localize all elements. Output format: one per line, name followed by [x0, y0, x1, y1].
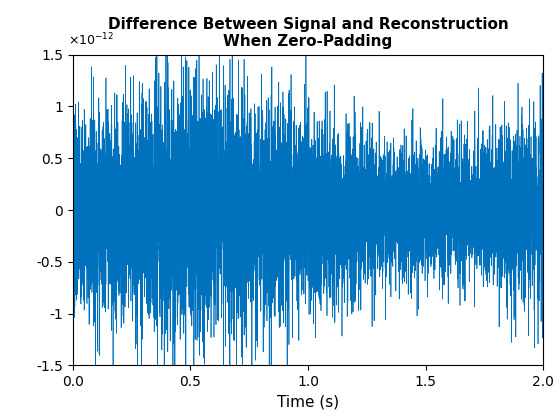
X-axis label: Time (s): Time (s)	[277, 395, 339, 409]
Title: Difference Between Signal and Reconstruction
When Zero-Padding: Difference Between Signal and Reconstruc…	[108, 17, 508, 49]
Text: $\times10^{-12}$: $\times10^{-12}$	[68, 32, 114, 48]
